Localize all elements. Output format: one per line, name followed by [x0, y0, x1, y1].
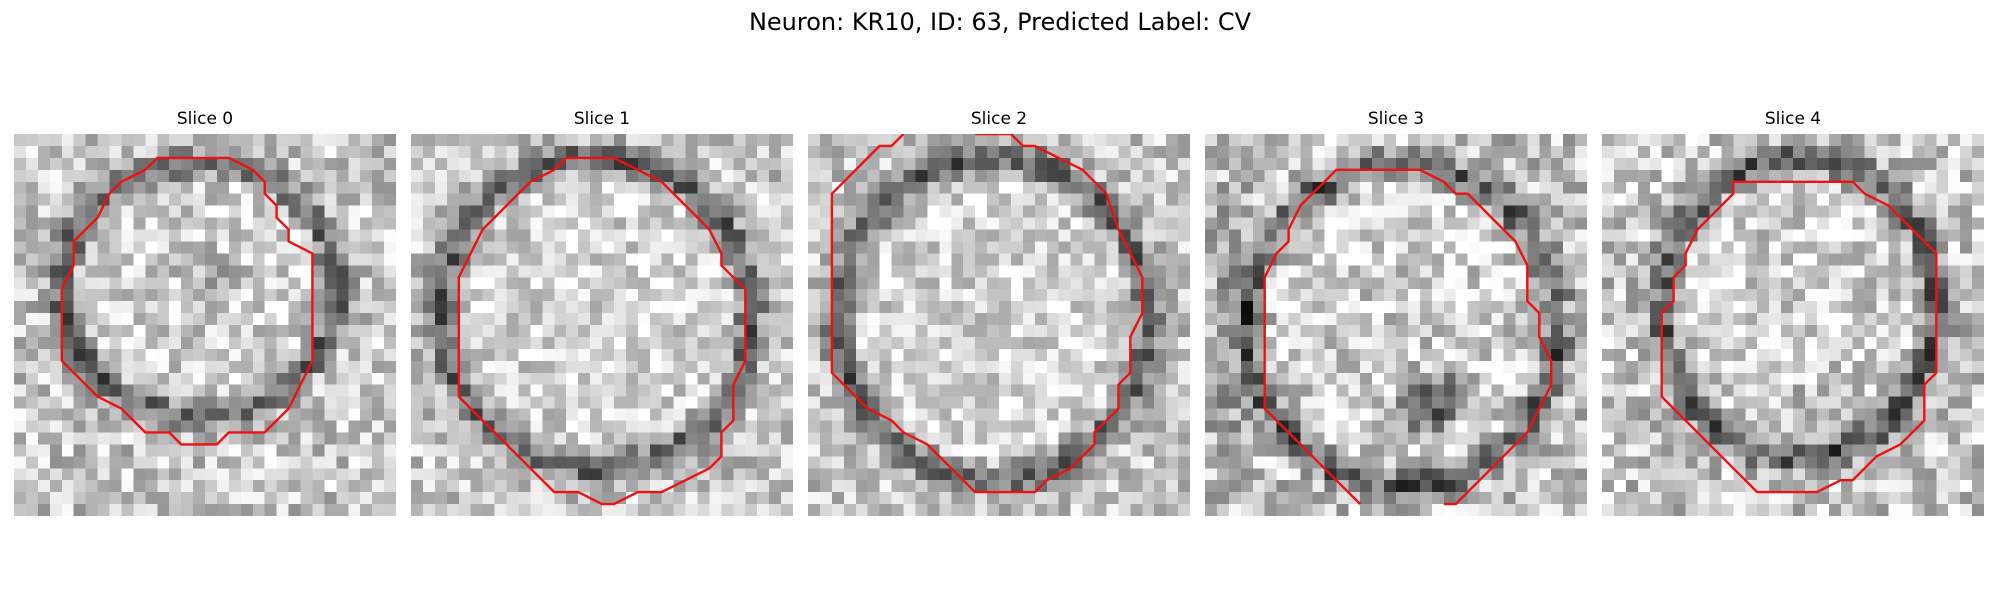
slice-panel-1: Slice 1: [411, 108, 793, 518]
figure-title: Neuron: KR10, ID: 63, Predicted Label: C…: [748, 8, 1252, 36]
slice-image-1: [411, 134, 793, 516]
pixel-grid: [808, 134, 1190, 516]
slice-title-1: Slice 1: [573, 109, 631, 129]
slice-panel-0: Slice 0: [14, 108, 396, 518]
slice-title-0: Slice 0: [176, 109, 234, 129]
pixel-grid: [411, 134, 793, 516]
slice-image-3: [1205, 134, 1587, 516]
slice-image-0: [14, 134, 396, 516]
slice-title-3: Slice 3: [1367, 109, 1425, 129]
pixel-grid: [1205, 134, 1587, 516]
pixel-grid: [14, 134, 396, 516]
contour-line: [1263, 168, 1553, 506]
pixel-grid: [1602, 134, 1984, 516]
slice-image-2: [808, 134, 1190, 516]
contour-line: [830, 134, 1144, 494]
contour-line: [60, 156, 314, 446]
slice-image-4: [1602, 134, 1984, 516]
slice-panel-2: Slice 2: [808, 108, 1190, 518]
slice-panel-4: Slice 4: [1602, 108, 1984, 518]
slice-title-4: Slice 4: [1764, 109, 1822, 129]
contour-line: [457, 156, 747, 506]
slice-title-2: Slice 2: [970, 109, 1028, 129]
slice-panel-3: Slice 3: [1205, 108, 1587, 518]
contour-line: [1660, 180, 1938, 494]
